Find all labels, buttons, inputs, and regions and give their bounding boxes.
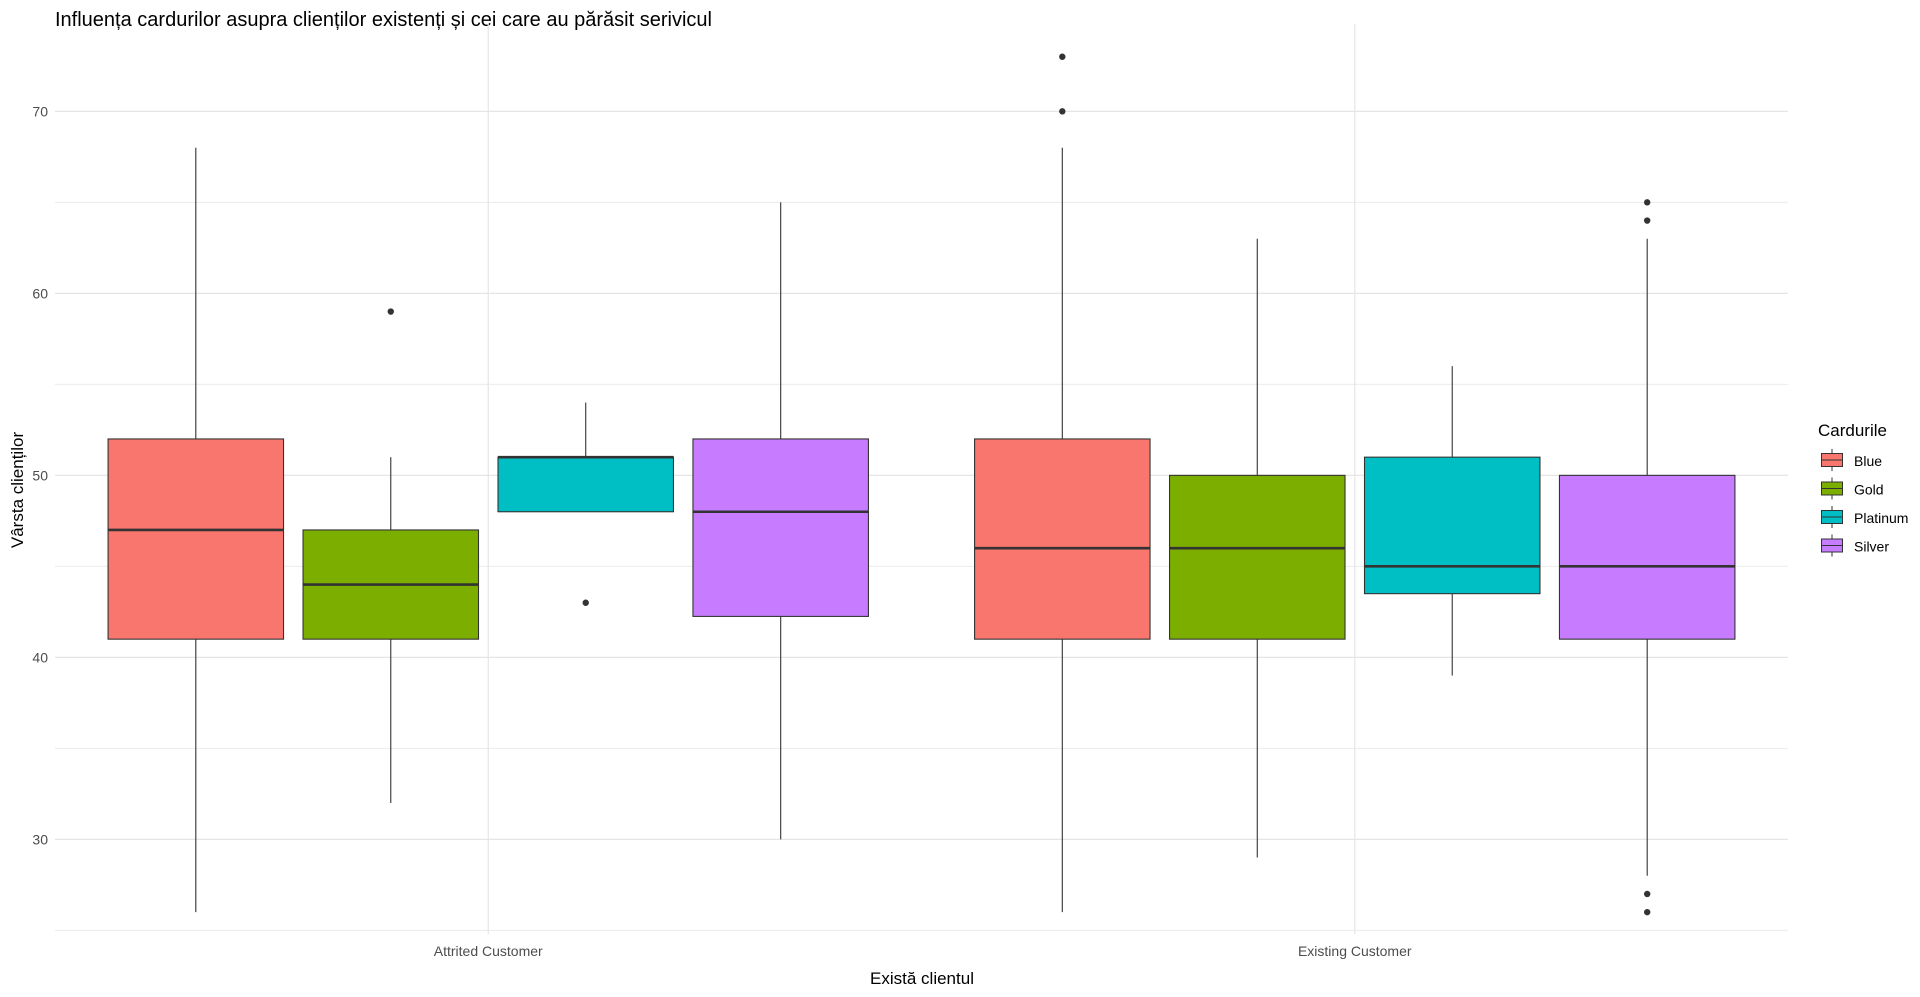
y-tick-label: 60 xyxy=(32,285,48,301)
box-iqr xyxy=(107,438,285,640)
legend-key-silver xyxy=(1821,534,1843,557)
legend-key-gold xyxy=(1821,477,1843,500)
box-iqr xyxy=(692,438,869,617)
y-tick-label: 40 xyxy=(32,649,48,665)
box-iqr xyxy=(497,456,675,513)
y-axis-title: Vârsta clienților xyxy=(8,432,27,549)
legend-title: Cardurile xyxy=(1818,421,1887,440)
y-tick-label: 70 xyxy=(32,103,48,119)
legend-label-blue: Blue xyxy=(1854,453,1882,469)
box-iqr xyxy=(1363,456,1541,595)
box-iqr xyxy=(1168,474,1346,640)
chart-title: Influența cardurilor asupra clienților e… xyxy=(55,9,712,31)
outlier-point xyxy=(1643,199,1651,206)
outlier-point xyxy=(1059,108,1066,115)
axis-labels: 30 40 50 60 70 Attrited Customer Existing Cust… xyxy=(32,103,1411,959)
boxplot-blue xyxy=(107,147,285,913)
y-tick-label: 50 xyxy=(32,467,48,483)
boxplot-gold xyxy=(302,308,480,803)
legend-key-blue xyxy=(1821,449,1843,471)
legend-label-platinum: Platinum xyxy=(1854,510,1908,526)
boxplot-silver xyxy=(692,202,869,840)
y-tick-label: 30 xyxy=(32,831,48,847)
legend-key-platinum xyxy=(1821,506,1843,528)
x-tick-label: Attrited Customer xyxy=(434,943,543,959)
box-iqr xyxy=(1558,474,1736,640)
box-iqr xyxy=(974,438,1151,640)
outlier-point xyxy=(1643,890,1651,898)
boxplot-platinum xyxy=(1363,366,1541,676)
outlier-point xyxy=(387,308,394,315)
outlier-point xyxy=(1059,53,1066,60)
legend: Cardurile Blue Gold Platinum Silver xyxy=(1818,421,1908,557)
x-tick-label: Existing Customer xyxy=(1298,943,1412,959)
outlier-point xyxy=(1643,217,1651,224)
boxplot-gold xyxy=(1168,238,1346,858)
boxplot-blue xyxy=(974,53,1151,913)
outlier-point xyxy=(582,599,589,606)
legend-label-gold: Gold xyxy=(1854,482,1884,498)
boxplot-silver xyxy=(1558,199,1736,916)
box-layer xyxy=(107,53,1736,916)
outlier-point xyxy=(1643,908,1651,916)
x-axis-title: Există clientul xyxy=(870,969,974,988)
legend-label-silver: Silver xyxy=(1854,539,1889,555)
boxplot-platinum xyxy=(497,402,675,606)
